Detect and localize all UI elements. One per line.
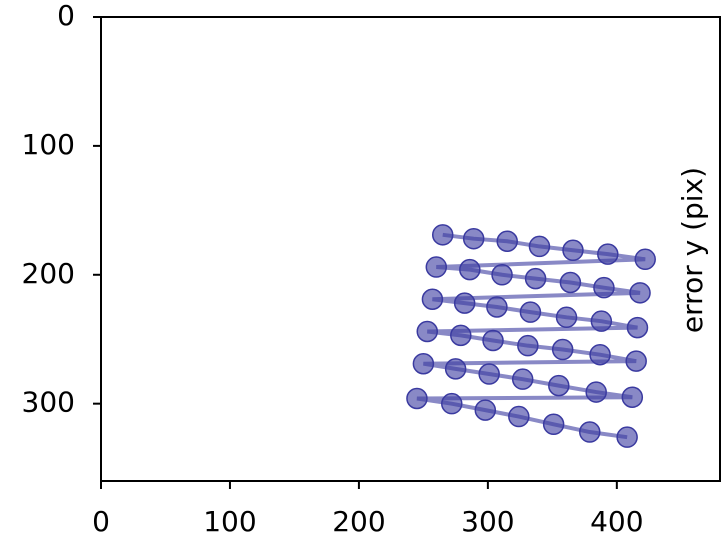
- y-tick-label: 100: [22, 128, 75, 161]
- data-point: [421, 288, 444, 311]
- data-point: [528, 235, 551, 258]
- data-point: [626, 316, 649, 339]
- data-point: [559, 271, 582, 294]
- data-point: [590, 310, 613, 332]
- data-point: [625, 350, 647, 372]
- y-tick-label: 300: [22, 386, 75, 419]
- data-point: [459, 258, 481, 281]
- data-point: [453, 292, 476, 314]
- data-point: [478, 363, 500, 385]
- data-point: [621, 386, 644, 408]
- data-point: [441, 392, 463, 415]
- data-point: [585, 381, 607, 403]
- data-point: [496, 230, 518, 253]
- data-point: [517, 334, 539, 357]
- data-point: [551, 338, 574, 361]
- data-point: [524, 267, 547, 290]
- data-point: [542, 413, 565, 436]
- x-tick-label: 400: [590, 505, 643, 538]
- data-point: [474, 399, 497, 421]
- data-point: [597, 243, 619, 265]
- data-point: [444, 358, 467, 380]
- data-point: [431, 224, 454, 246]
- data-point: [579, 421, 601, 443]
- data-point: [412, 352, 435, 375]
- data-point: [508, 405, 530, 428]
- data-point: [486, 296, 508, 318]
- data-point: [462, 227, 485, 250]
- data-point: [511, 368, 534, 390]
- data-point: [555, 306, 578, 329]
- data-point: [406, 387, 428, 410]
- x-tick-label: 100: [203, 505, 256, 538]
- x-tick-label: 0: [92, 505, 110, 538]
- plot-frame: [100, 16, 721, 482]
- x-tick-label: 300: [461, 505, 514, 538]
- data-point: [416, 320, 439, 343]
- data-point: [589, 343, 611, 366]
- data-point: [629, 282, 651, 304]
- data-point: [634, 248, 656, 271]
- y-tick-label: 0: [57, 0, 75, 32]
- y-tick-label: 200: [22, 257, 75, 290]
- data-point: [548, 374, 570, 397]
- data-point: [519, 301, 542, 323]
- data-point: [593, 276, 615, 299]
- data-point: [562, 239, 584, 262]
- y-axis-label: error y (pix): [676, 167, 709, 333]
- data-point: [425, 256, 448, 278]
- data-point: [482, 329, 504, 352]
- data-point: [616, 426, 638, 448]
- x-tick-label: 200: [332, 505, 385, 538]
- data-point: [491, 264, 513, 286]
- data-point: [450, 324, 472, 347]
